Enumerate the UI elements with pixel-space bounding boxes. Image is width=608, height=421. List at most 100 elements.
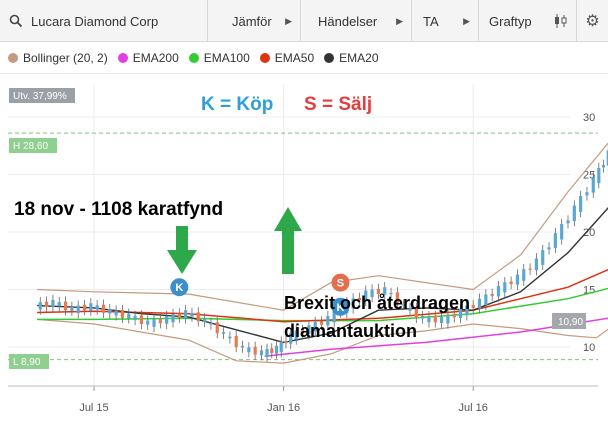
legend-item-ema20[interactable]: EMA20 <box>324 51 379 65</box>
trade-signals[interactable]: KKKSSS <box>170 129 608 316</box>
legend-label: EMA200 <box>132 50 179 65</box>
indicator-legend: Bollinger (20, 2) EMA200 EMA100 EMA50 EM… <box>0 42 608 74</box>
legend-dot <box>117 52 128 63</box>
sell-signal-marker[interactable]: S <box>331 273 350 292</box>
candle-body <box>215 322 219 334</box>
sell-signal-marker-letter: S <box>337 278 344 290</box>
legend-dot <box>324 52 335 63</box>
candle-body <box>503 282 507 293</box>
buy-signal-marker[interactable]: K <box>331 297 350 316</box>
ema100-line <box>37 287 608 322</box>
ta-button[interactable]: TA ▶ <box>411 0 478 42</box>
settings-button[interactable]: ⚙ <box>576 0 608 42</box>
candle-body <box>601 164 606 168</box>
candle-body <box>402 304 406 306</box>
last-price-text: 10,90 <box>558 317 583 328</box>
ema200-line <box>264 317 608 357</box>
candle-body <box>389 292 393 295</box>
legend-item-ema200[interactable]: EMA200 <box>117 50 179 65</box>
y-tick-label: 20 <box>583 227 595 239</box>
candle-body <box>127 313 131 319</box>
buy-legend-text: K = Köp <box>201 94 273 115</box>
candle-body <box>63 301 68 311</box>
candle-body <box>414 307 418 318</box>
candle-body <box>528 268 532 270</box>
candle-body <box>101 304 106 313</box>
legend-item-bollinger[interactable]: Bollinger (20, 2) <box>8 51 108 65</box>
compare-label: Jämför <box>232 13 272 29</box>
toolbar: Lucara Diamond Corp Jämför ▶ Händelser ▶… <box>0 0 608 42</box>
candle-body <box>82 305 87 311</box>
candle-body <box>247 347 251 353</box>
candle-body <box>259 350 264 356</box>
legend-label: EMA50 <box>274 50 315 65</box>
instrument-selector[interactable]: Lucara Diamond Corp <box>0 0 207 42</box>
compare-button[interactable]: Jämför ▶ <box>207 0 300 42</box>
grid <box>8 84 570 386</box>
y-tick-label: 10 <box>583 342 595 354</box>
candle-body <box>606 150 608 166</box>
candle-body <box>209 322 213 325</box>
up-arrow-icon <box>274 207 302 274</box>
candle-body <box>541 250 545 265</box>
candle-body <box>572 205 576 222</box>
down-arrow-icon <box>167 226 197 274</box>
buy-signal-marker-letter: K <box>175 282 183 294</box>
candlesticks <box>38 145 608 362</box>
candle-body <box>294 330 298 340</box>
x-tick-label: Jan 16 <box>267 402 300 414</box>
candle-body <box>253 346 257 355</box>
candle-body <box>108 309 112 314</box>
candle-body <box>76 305 80 314</box>
candle-body <box>57 302 61 307</box>
candle-body <box>152 319 156 327</box>
candle-body <box>579 195 583 212</box>
candle-body <box>70 306 74 311</box>
x-tick-label: Jul 16 <box>459 402 488 414</box>
events-button[interactable]: Händelser ▶ <box>300 0 411 42</box>
candle-body <box>364 290 368 301</box>
x-tick-label: Jul 15 <box>79 402 108 414</box>
candle-body <box>319 321 324 325</box>
candle-body <box>471 305 475 308</box>
sell-legend-text: S = Sälj <box>304 94 372 115</box>
gear-icon: ⚙ <box>585 13 600 30</box>
candle-body <box>120 310 125 318</box>
chart-type-button[interactable]: Graftyp <box>478 0 576 42</box>
candle-body <box>139 315 143 324</box>
legend-item-ema100[interactable]: EMA100 <box>188 51 250 65</box>
candle-body <box>566 220 570 224</box>
legend-dot <box>259 52 270 63</box>
buy-signal-marker[interactable]: K <box>170 278 189 297</box>
candle-body <box>89 303 93 311</box>
candle-body <box>270 348 274 354</box>
candle-body <box>274 345 279 354</box>
legend-item-ema50[interactable]: EMA50 <box>259 50 315 65</box>
candle-body <box>351 298 355 309</box>
instrument-name: Lucara Diamond Corp <box>31 13 159 29</box>
candle-body <box>534 258 538 271</box>
ema50-line <box>37 268 608 323</box>
candle-body <box>221 332 226 334</box>
candle-body <box>234 336 238 347</box>
chevron-right-icon: ▶ <box>463 16 470 26</box>
candle-body <box>284 341 288 344</box>
bollinger-lower <box>37 318 608 364</box>
candle-body <box>45 301 49 307</box>
events-label: Händelser <box>318 13 378 29</box>
candle-body <box>440 317 444 324</box>
candle-body <box>591 176 595 193</box>
candle-body <box>383 287 387 295</box>
candle-body <box>196 312 200 322</box>
ta-label: TA <box>423 13 439 29</box>
candle-body <box>490 293 494 297</box>
candle-body <box>289 333 293 344</box>
candle-body <box>433 315 437 323</box>
candle-body <box>515 274 520 285</box>
candle-body <box>203 318 207 322</box>
candle-body <box>279 341 283 353</box>
candle-body <box>484 294 488 306</box>
